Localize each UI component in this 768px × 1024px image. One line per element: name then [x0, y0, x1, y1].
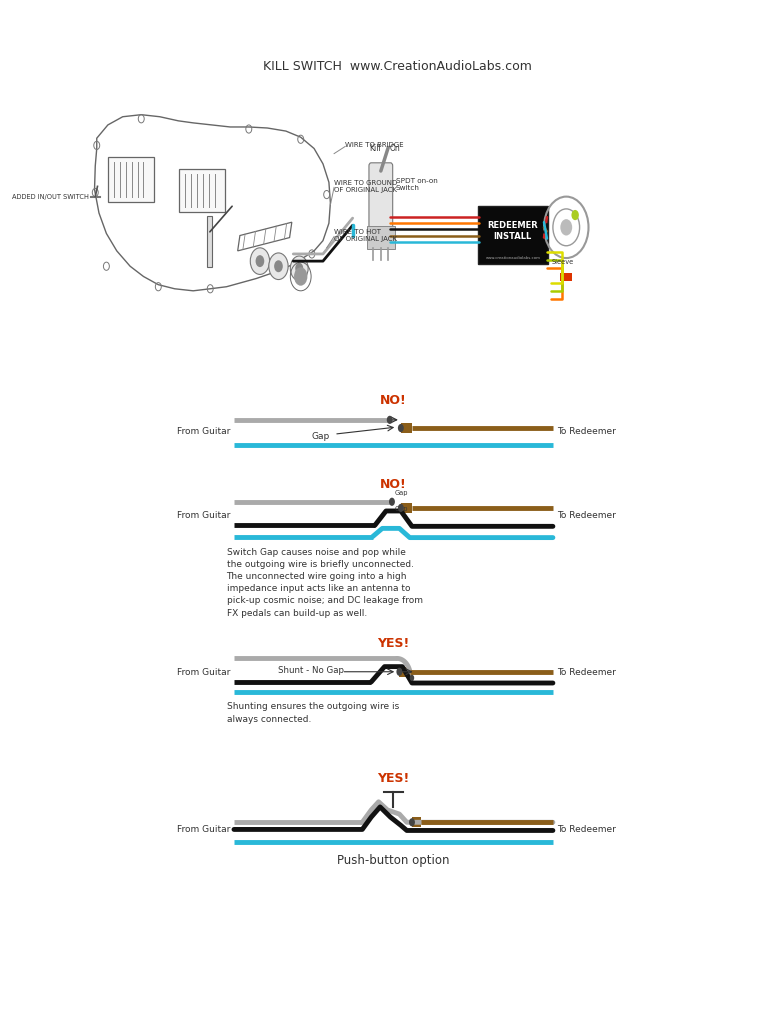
FancyBboxPatch shape — [478, 206, 548, 264]
Circle shape — [571, 210, 579, 220]
Text: Kill: Kill — [369, 143, 382, 153]
Circle shape — [561, 219, 572, 236]
Text: WIRE TO BRIDGE: WIRE TO BRIDGE — [346, 142, 404, 148]
Text: WIRE TO HOT
OF ORIGINAL JACK: WIRE TO HOT OF ORIGINAL JACK — [334, 228, 397, 243]
Text: REDEEMER
INSTALL: REDEEMER INSTALL — [488, 221, 538, 241]
Circle shape — [256, 255, 264, 267]
Text: NO!: NO! — [380, 394, 407, 407]
Circle shape — [387, 416, 392, 424]
Text: Push-button option: Push-button option — [337, 854, 450, 866]
Text: YES!: YES! — [377, 637, 409, 649]
Text: Shunting ensures the outgoing wire is
always connected.: Shunting ensures the outgoing wire is al… — [227, 702, 399, 724]
FancyBboxPatch shape — [369, 163, 392, 239]
FancyBboxPatch shape — [367, 226, 395, 249]
Text: From Guitar: From Guitar — [177, 511, 230, 519]
Circle shape — [389, 498, 395, 506]
Text: Shunt - No Gap: Shunt - No Gap — [279, 667, 345, 675]
Text: Gap: Gap — [395, 489, 409, 496]
Text: On: On — [389, 143, 400, 153]
Circle shape — [398, 424, 404, 432]
FancyBboxPatch shape — [401, 503, 412, 513]
Text: From Guitar: From Guitar — [177, 669, 230, 677]
Text: To Redeemer: To Redeemer — [557, 511, 615, 519]
Text: To Redeemer: To Redeemer — [557, 825, 615, 834]
Text: Gap: Gap — [312, 432, 330, 440]
Text: ADDED IN/OUT SWITCH: ADDED IN/OUT SWITCH — [12, 194, 89, 200]
Text: YES!: YES! — [377, 772, 409, 784]
FancyBboxPatch shape — [401, 423, 412, 433]
FancyBboxPatch shape — [179, 169, 225, 212]
FancyBboxPatch shape — [412, 817, 421, 827]
Text: To Redeemer: To Redeemer — [557, 427, 615, 435]
Circle shape — [269, 253, 288, 280]
FancyBboxPatch shape — [207, 216, 213, 267]
FancyBboxPatch shape — [399, 667, 410, 677]
Text: Gap: Gap — [395, 506, 409, 512]
Circle shape — [250, 248, 270, 274]
Text: To Redeemer: To Redeemer — [557, 669, 615, 677]
Text: Switch Gap causes noise and pop while
the outgoing wire is briefly unconnected.
: Switch Gap causes noise and pop while th… — [227, 548, 422, 617]
Text: Sleeve: Sleeve — [551, 259, 574, 265]
Circle shape — [410, 675, 414, 681]
Text: SPDT on-on
Switch: SPDT on-on Switch — [396, 177, 438, 191]
Circle shape — [274, 260, 283, 272]
Circle shape — [295, 263, 303, 273]
Text: www.creationaudiolabs.com: www.creationaudiolabs.com — [485, 256, 541, 260]
Text: KILL SWITCH  www.CreationAudioLabs.com: KILL SWITCH www.CreationAudioLabs.com — [263, 60, 531, 73]
Circle shape — [294, 267, 307, 286]
Circle shape — [290, 256, 308, 281]
Circle shape — [409, 818, 415, 826]
Text: From Guitar: From Guitar — [177, 825, 230, 834]
FancyBboxPatch shape — [561, 273, 572, 281]
FancyBboxPatch shape — [108, 157, 154, 202]
Text: From Guitar: From Guitar — [177, 427, 230, 435]
Circle shape — [396, 668, 402, 676]
Text: WIRE TO GROUND
OF ORIGINAL JACK: WIRE TO GROUND OF ORIGINAL JACK — [334, 179, 397, 194]
Circle shape — [398, 504, 404, 512]
Text: NO!: NO! — [380, 478, 407, 490]
